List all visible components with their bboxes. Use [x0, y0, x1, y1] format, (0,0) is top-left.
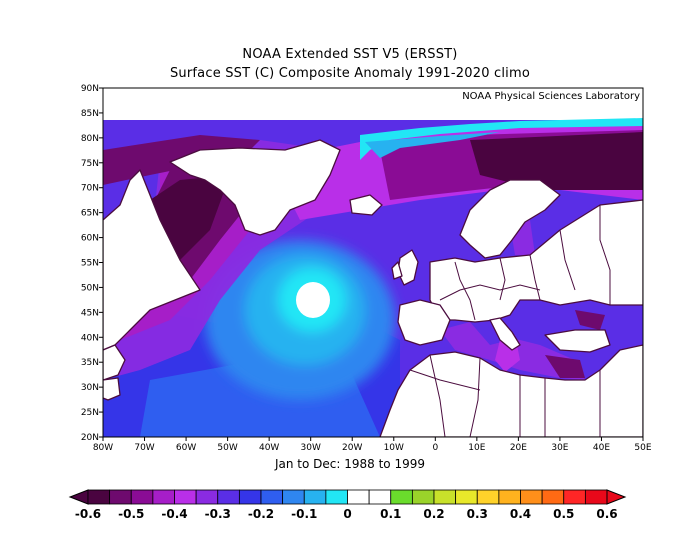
lat-tick-label: 75N	[81, 159, 99, 169]
colorbar-label: 0.5	[553, 507, 574, 521]
colorbar-swatch	[87, 489, 111, 505]
lon-tick-label: 20W	[342, 443, 362, 453]
colorbar-label: 0.2	[423, 507, 444, 521]
colorbar-min-arrow	[68, 489, 89, 505]
colorbar-label: 0.1	[380, 507, 401, 521]
colorbar-swatch	[541, 489, 565, 505]
colorbar-swatch	[563, 489, 586, 505]
colorbar-label: 0.4	[510, 507, 531, 521]
colorbar-label: 0.6	[596, 507, 617, 521]
colorbar: -0.6 -0.5 -0.4 -0.3 -0.2 -0.1 0 0.1 0.2 0.3 0.4 0.5…	[68, 489, 627, 521]
country-borders	[409, 205, 611, 437]
lat-tick-label: 70N	[81, 184, 99, 194]
lat-tick-label: 30N	[81, 383, 99, 393]
lon-tick-label: 10W	[384, 443, 404, 453]
colorbar-swatch	[238, 489, 262, 505]
lat-tick-label: 85N	[81, 109, 99, 119]
colorbar-swatch	[195, 489, 219, 505]
colorbar-swatch	[152, 489, 175, 505]
lon-tick-label: 50E	[634, 443, 651, 453]
colorbar-label: 0.3	[467, 507, 488, 521]
longitude-axis: 80W 70W 60W 50W 40W 30W 20W 10W 0 10E 20E 30E 40E 50E	[93, 437, 652, 453]
lat-tick-label: 40N	[81, 333, 99, 343]
colorbar-swatch	[411, 489, 435, 505]
colorbar-swatch	[130, 489, 154, 505]
lon-tick-label: 40E	[593, 443, 610, 453]
colorbar-swatch	[584, 489, 608, 505]
lat-tick-label: 20N	[81, 433, 99, 443]
lat-tick-label: 60N	[81, 234, 99, 244]
colorbar-label: -0.2	[248, 507, 274, 521]
lon-tick-label: 10E	[468, 443, 485, 453]
colorbar-swatch	[498, 489, 521, 505]
lon-tick-label: 0	[432, 443, 438, 453]
colorbar-swatch	[217, 489, 240, 505]
lat-tick-label: 35N	[81, 358, 99, 368]
sst-anomaly-field	[103, 88, 643, 437]
colorbar-swatch	[476, 489, 500, 505]
colorbar-swatch	[282, 489, 305, 505]
credit-label: NOAA Physical Sciences Laboratory	[462, 91, 640, 102]
lon-tick-label: 40W	[259, 443, 279, 453]
colorbar-swatch	[368, 489, 392, 505]
colorbar-swatch	[303, 489, 327, 505]
colorbar-swatch	[109, 489, 132, 505]
colorbar-label: -0.1	[291, 507, 317, 521]
colorbar-label: 0	[343, 507, 351, 521]
colorbar-swatch	[455, 489, 478, 505]
lon-tick-label: 30W	[301, 443, 321, 453]
colorbar-swatch	[174, 489, 197, 505]
colorbar-label: -0.5	[118, 507, 144, 521]
lon-tick-label: 20E	[510, 443, 527, 453]
colorbar-max-arrow	[606, 489, 627, 505]
colorbar-swatch	[390, 489, 413, 505]
lat-tick-label: 50N	[81, 283, 99, 293]
lat-tick-label: 25N	[81, 408, 99, 418]
land-masses	[103, 139, 643, 437]
lon-tick-label: 60W	[176, 443, 196, 453]
colorbar-swatch	[433, 489, 457, 505]
lat-tick-label: 90N	[81, 84, 99, 94]
latitude-axis: 90N 85N 80N 75N 70N 65N 60N 55N 50N 45N 40N 35N 30N 2…	[81, 84, 103, 443]
colorbar-swatch	[260, 489, 284, 505]
lat-tick-label: 65N	[81, 209, 99, 219]
lat-tick-label: 80N	[81, 134, 99, 144]
colorbar-swatch	[520, 489, 543, 505]
lon-tick-label: 80W	[93, 443, 113, 453]
map-subtitle: Surface SST (C) Composite Anomaly 1991-2…	[169, 66, 531, 81]
colorbar-label: -0.4	[161, 507, 187, 521]
lat-tick-label: 55N	[81, 259, 99, 269]
colorbar-label: -0.3	[205, 507, 231, 521]
lon-tick-label: 50W	[217, 443, 237, 453]
colorbar-swatch	[347, 489, 370, 505]
colorbar-label: -0.6	[75, 507, 101, 521]
lon-tick-label: 30E	[551, 443, 568, 453]
colorbar-swatch	[325, 489, 348, 505]
time-period-label: Jan to Dec: 1988 to 1999	[274, 457, 425, 471]
map-title: NOAA Extended SST V5 (ERSST)	[242, 47, 458, 62]
lon-tick-label: 70W	[134, 443, 154, 453]
lat-tick-label: 45N	[81, 308, 99, 318]
